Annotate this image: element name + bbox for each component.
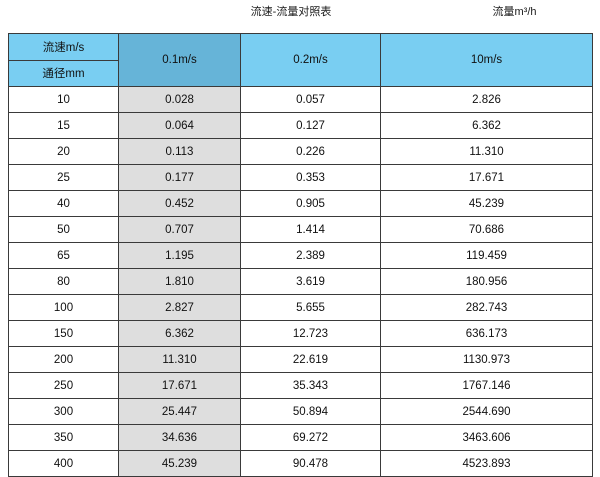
cell-diameter: 400 xyxy=(8,450,119,477)
cell-flow-10: 70.686 xyxy=(380,216,593,243)
caption-strip: 流速-流量对照表 流量m³/h xyxy=(0,0,600,28)
table-row: 15 0.064 0.127 6.362 xyxy=(8,112,593,139)
table-row: 80 1.810 3.619 180.956 xyxy=(8,268,593,295)
cell-flow-0-2: 0.127 xyxy=(240,112,381,139)
table-row: 100 2.827 5.655 282.743 xyxy=(8,294,593,321)
corner-velocity-label: 流速m/s xyxy=(9,34,118,61)
page-title: 流速-流量对照表 xyxy=(250,6,332,18)
cell-diameter: 350 xyxy=(8,424,119,451)
cell-flow-0-1: 1.195 xyxy=(118,242,241,269)
cell-diameter: 80 xyxy=(8,268,119,295)
cell-flow-10: 6.362 xyxy=(380,112,593,139)
cell-flow-0-1: 6.362 xyxy=(118,320,241,347)
table-row: 350 34.636 69.272 3463.606 xyxy=(8,424,593,451)
flow-unit-label: 流量m³/h xyxy=(492,6,537,18)
cell-flow-0-1: 0.177 xyxy=(118,164,241,191)
cell-flow-0-2: 5.655 xyxy=(240,294,381,321)
cell-flow-0-2: 0.226 xyxy=(240,138,381,165)
cell-flow-0-2: 90.478 xyxy=(240,450,381,477)
cell-flow-0-1: 1.810 xyxy=(118,268,241,295)
cell-flow-0-2: 0.905 xyxy=(240,190,381,217)
cell-diameter: 150 xyxy=(8,320,119,347)
cell-flow-0-2: 0.057 xyxy=(240,86,381,113)
cell-flow-0-1: 25.447 xyxy=(118,398,241,425)
cell-diameter: 50 xyxy=(8,216,119,243)
cell-diameter: 250 xyxy=(8,372,119,399)
cell-diameter: 65 xyxy=(8,242,119,269)
table-row: 250 17.671 35.343 1767.146 xyxy=(8,372,593,399)
table-row: 200 11.310 22.619 1130.973 xyxy=(8,346,593,373)
cell-flow-10: 4523.893 xyxy=(380,450,593,477)
table-row: 20 0.113 0.226 11.310 xyxy=(8,138,593,165)
cell-diameter: 15 xyxy=(8,112,119,139)
cell-flow-10: 119.459 xyxy=(380,242,593,269)
cell-flow-10: 636.173 xyxy=(380,320,593,347)
cell-flow-0-2: 3.619 xyxy=(240,268,381,295)
cell-diameter: 10 xyxy=(8,86,119,113)
cell-flow-0-1: 17.671 xyxy=(118,372,241,399)
table-row: 50 0.707 1.414 70.686 xyxy=(8,216,593,243)
cell-flow-0-1: 0.707 xyxy=(118,216,241,243)
cell-flow-0-1: 11.310 xyxy=(118,346,241,373)
cell-flow-0-1: 45.239 xyxy=(118,450,241,477)
table-row: 400 45.239 90.478 4523.893 xyxy=(8,450,593,477)
table-row: 40 0.452 0.905 45.239 xyxy=(8,190,593,217)
cell-flow-0-2: 22.619 xyxy=(240,346,381,373)
table-row: 65 1.195 2.389 119.459 xyxy=(8,242,593,269)
cell-flow-10: 11.310 xyxy=(380,138,593,165)
cell-diameter: 25 xyxy=(8,164,119,191)
cell-flow-0-2: 69.272 xyxy=(240,424,381,451)
header-corner-cell: 流速m/s 通径mm xyxy=(8,33,119,87)
table-row: 10 0.028 0.057 2.826 xyxy=(8,86,593,113)
cell-flow-10: 1767.146 xyxy=(380,372,593,399)
flow-table-container: 流速m/s 通径mm 0.1m/s 0.2m/s 10m/s 10 0.028 … xyxy=(8,33,593,477)
cell-flow-10: 45.239 xyxy=(380,190,593,217)
table-body: 流速m/s 通径mm 0.1m/s 0.2m/s 10m/s 10 0.028 … xyxy=(8,33,593,477)
cell-flow-10: 17.671 xyxy=(380,164,593,191)
cell-diameter: 200 xyxy=(8,346,119,373)
cell-flow-10: 3463.606 xyxy=(380,424,593,451)
cell-flow-0-2: 50.894 xyxy=(240,398,381,425)
cell-flow-10: 282.743 xyxy=(380,294,593,321)
cell-flow-10: 1130.973 xyxy=(380,346,593,373)
cell-flow-0-2: 2.389 xyxy=(240,242,381,269)
column-header-velocity-0-1: 0.1m/s xyxy=(118,33,241,87)
table-header-row: 流速m/s 通径mm 0.1m/s 0.2m/s 10m/s xyxy=(8,33,593,87)
cell-flow-0-1: 2.827 xyxy=(118,294,241,321)
cell-diameter: 20 xyxy=(8,138,119,165)
cell-flow-0-2: 1.414 xyxy=(240,216,381,243)
cell-diameter: 40 xyxy=(8,190,119,217)
cell-diameter: 100 xyxy=(8,294,119,321)
cell-flow-10: 2544.690 xyxy=(380,398,593,425)
table-row: 150 6.362 12.723 636.173 xyxy=(8,320,593,347)
table-row: 25 0.177 0.353 17.671 xyxy=(8,164,593,191)
cell-flow-0-1: 0.113 xyxy=(118,138,241,165)
flow-rate-table: 流速m/s 通径mm 0.1m/s 0.2m/s 10m/s 10 0.028 … xyxy=(8,33,593,477)
cell-flow-10: 180.956 xyxy=(380,268,593,295)
cell-flow-0-1: 0.452 xyxy=(118,190,241,217)
cell-flow-0-1: 0.064 xyxy=(118,112,241,139)
cell-flow-0-1: 34.636 xyxy=(118,424,241,451)
column-header-velocity-0-2: 0.2m/s xyxy=(240,33,381,87)
table-row: 300 25.447 50.894 2544.690 xyxy=(8,398,593,425)
cell-flow-0-2: 0.353 xyxy=(240,164,381,191)
cell-flow-10: 2.826 xyxy=(380,86,593,113)
cell-diameter: 300 xyxy=(8,398,119,425)
corner-diameter-label: 通径mm xyxy=(42,68,85,81)
cell-flow-0-2: 35.343 xyxy=(240,372,381,399)
column-header-velocity-10: 10m/s xyxy=(380,33,593,87)
cell-flow-0-1: 0.028 xyxy=(118,86,241,113)
cell-flow-0-2: 12.723 xyxy=(240,320,381,347)
